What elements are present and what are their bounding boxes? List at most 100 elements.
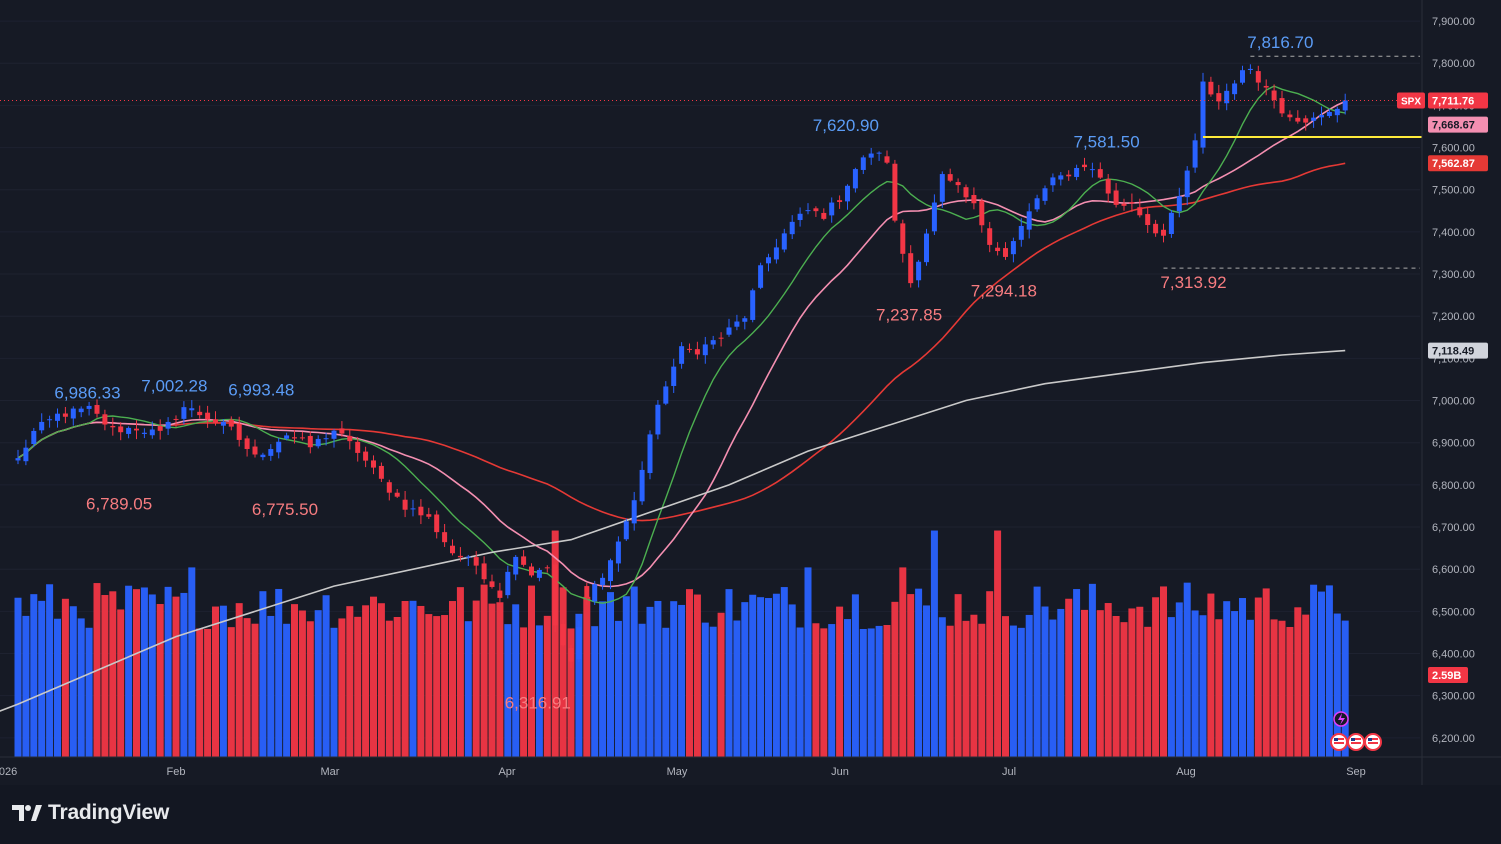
price-tag bbox=[1428, 342, 1488, 359]
volume-bar bbox=[401, 600, 409, 757]
candle-body bbox=[110, 425, 116, 428]
brand[interactable]: TradingView bbox=[12, 801, 169, 825]
candle-body bbox=[1003, 248, 1008, 257]
candle-body bbox=[1050, 177, 1056, 186]
volume-bar bbox=[109, 591, 117, 757]
candle-body bbox=[916, 261, 922, 281]
candle-body bbox=[292, 437, 297, 439]
volume-bar bbox=[867, 628, 875, 757]
volume-bar bbox=[551, 530, 559, 757]
volume-tag bbox=[1428, 667, 1468, 683]
volume-bar bbox=[828, 624, 836, 757]
volume-bar bbox=[1081, 609, 1088, 757]
volume-bar bbox=[883, 625, 891, 757]
candle bbox=[1232, 80, 1238, 100]
candle-body bbox=[1161, 229, 1166, 236]
candle-body bbox=[947, 174, 953, 181]
volume-bar bbox=[1009, 625, 1017, 757]
candle-body bbox=[157, 426, 163, 431]
candle bbox=[1089, 162, 1095, 178]
volume-bar bbox=[804, 567, 812, 757]
volume-bar bbox=[765, 598, 772, 757]
candle-body bbox=[813, 208, 819, 212]
y-tick-label: 6,200.00 bbox=[1432, 733, 1475, 745]
candle-body bbox=[402, 499, 408, 510]
candle bbox=[244, 435, 250, 457]
candle bbox=[1003, 242, 1008, 260]
volume-bar bbox=[101, 595, 109, 757]
candle-body bbox=[236, 423, 242, 440]
volume-bar bbox=[227, 627, 235, 757]
candle bbox=[860, 155, 866, 175]
candle-body bbox=[529, 566, 534, 576]
candle-body bbox=[647, 434, 653, 474]
x-tick-label: Aug bbox=[1176, 766, 1196, 778]
candle bbox=[118, 422, 124, 441]
volume-bar bbox=[1120, 622, 1128, 757]
candle-body bbox=[141, 432, 147, 434]
volume-bar bbox=[512, 604, 520, 757]
volume-bar bbox=[820, 628, 828, 757]
candle-body bbox=[718, 337, 724, 339]
volume-bar bbox=[1215, 619, 1223, 757]
candle-body bbox=[868, 153, 874, 158]
candle-body bbox=[845, 185, 850, 202]
candle-body bbox=[1311, 117, 1317, 121]
price-tag-label: 7,711.76 bbox=[1432, 95, 1474, 107]
candle-body bbox=[55, 413, 60, 421]
candle bbox=[655, 400, 661, 440]
volume-bar bbox=[583, 596, 591, 757]
low-annotation: 6,316.91 bbox=[505, 694, 571, 713]
candle-body bbox=[1247, 68, 1253, 71]
candle bbox=[1129, 193, 1135, 212]
candle bbox=[868, 147, 874, 165]
volume-bar bbox=[219, 605, 227, 757]
volume-bar bbox=[591, 626, 599, 757]
candle-body bbox=[78, 408, 84, 413]
volume-bar bbox=[1333, 613, 1341, 757]
candle-body bbox=[852, 169, 858, 189]
candle-body bbox=[62, 413, 68, 417]
candle-body bbox=[442, 532, 448, 543]
volume-bar bbox=[259, 591, 267, 757]
chart-area[interactable]: 7,816.70 7,620.90 7,581.50 6,986.33 7,002.28… bbox=[0, 0, 1501, 785]
volume-bar bbox=[930, 530, 938, 757]
candle bbox=[947, 168, 953, 183]
candle bbox=[126, 426, 132, 439]
candle bbox=[1303, 115, 1309, 131]
candle bbox=[694, 341, 700, 360]
volume-bar bbox=[488, 603, 496, 757]
candle-body bbox=[750, 290, 756, 320]
volume-bar bbox=[733, 620, 741, 757]
volume-bar bbox=[441, 615, 449, 757]
us-flag-icon bbox=[1330, 733, 1348, 751]
candle-body bbox=[118, 426, 124, 433]
low-annotation: 7,294.18 bbox=[971, 282, 1037, 301]
volume-bar bbox=[1128, 608, 1136, 757]
volume-bar bbox=[1254, 597, 1262, 757]
candle-body bbox=[900, 223, 906, 254]
candle-body bbox=[995, 247, 1001, 252]
candle bbox=[418, 499, 424, 525]
volume-bar bbox=[1262, 588, 1270, 757]
candle bbox=[813, 206, 819, 217]
volume-bar bbox=[472, 600, 480, 757]
candle-body bbox=[1097, 169, 1103, 178]
candle-body bbox=[892, 163, 898, 221]
y-axis-ticks: 7,900.007,800.007,700.007,600.007,500.00… bbox=[1432, 16, 1475, 745]
y-tick-label: 7,900.00 bbox=[1432, 16, 1475, 28]
volume-bar bbox=[780, 587, 788, 757]
volume-bar bbox=[322, 595, 330, 757]
volume-bar bbox=[1341, 620, 1349, 757]
candle-body bbox=[884, 156, 890, 163]
price-chart[interactable]: 7,816.70 7,620.90 7,581.50 6,986.33 7,002.28… bbox=[0, 0, 1501, 785]
candle bbox=[1279, 90, 1285, 118]
candle bbox=[78, 406, 84, 418]
candle-body bbox=[1121, 203, 1127, 206]
candle bbox=[592, 580, 598, 605]
candle-body bbox=[687, 348, 692, 350]
volume-bar bbox=[670, 601, 678, 757]
y-tick-label: 6,600.00 bbox=[1432, 564, 1475, 576]
candle-body bbox=[623, 521, 629, 540]
candle-body bbox=[315, 438, 321, 447]
